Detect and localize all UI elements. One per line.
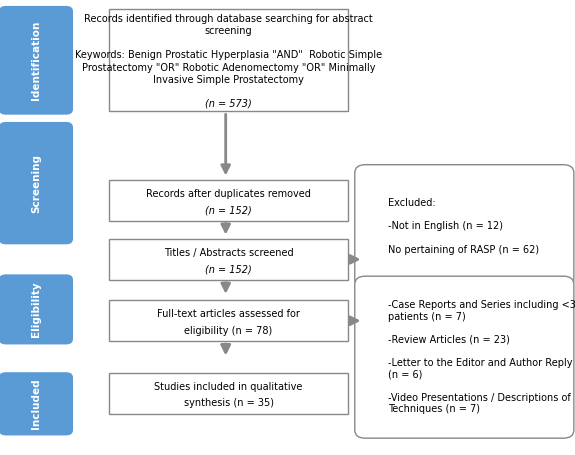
Text: screening: screening — [205, 26, 252, 36]
Text: Excluded:

-Not in English (n = 12)

No pertaining of RASP (n = 62): Excluded: -Not in English (n = 12) No pe… — [388, 198, 539, 254]
FancyBboxPatch shape — [355, 276, 574, 438]
Text: Included: Included — [31, 379, 41, 429]
Text: (n = 573): (n = 573) — [205, 99, 252, 109]
FancyBboxPatch shape — [109, 180, 348, 221]
Text: Screening: Screening — [31, 154, 41, 212]
Text: Identification: Identification — [31, 20, 41, 100]
Text: Records after duplicates removed: Records after duplicates removed — [146, 189, 311, 199]
FancyBboxPatch shape — [0, 372, 73, 435]
FancyBboxPatch shape — [355, 165, 574, 288]
Text: synthesis (n = 35): synthesis (n = 35) — [183, 399, 274, 409]
Text: Studies included in qualitative: Studies included in qualitative — [154, 382, 303, 392]
FancyBboxPatch shape — [0, 6, 73, 115]
Text: (n = 152): (n = 152) — [205, 205, 252, 215]
Text: (n = 152): (n = 152) — [205, 264, 252, 274]
FancyBboxPatch shape — [109, 9, 348, 111]
FancyBboxPatch shape — [109, 239, 348, 280]
Text: Records identified through database searching for abstract: Records identified through database sear… — [84, 15, 373, 24]
Text: Eligibility: Eligibility — [31, 282, 41, 337]
Text: Prostatectomy "OR" Robotic Adenomectomy "OR" Minimally: Prostatectomy "OR" Robotic Adenomectomy … — [82, 62, 375, 72]
Text: Keywords: Benign Prostatic Hyperplasia "AND"  Robotic Simple: Keywords: Benign Prostatic Hyperplasia "… — [75, 51, 382, 61]
FancyBboxPatch shape — [109, 300, 348, 341]
FancyBboxPatch shape — [109, 373, 348, 414]
Text: -Case Reports and Series including <3
patients (n = 7)

-Review Articles (n = 23: -Case Reports and Series including <3 pa… — [388, 300, 575, 415]
Text: Titles / Abstracts screened: Titles / Abstracts screened — [164, 248, 293, 258]
Text: eligibility (n = 78): eligibility (n = 78) — [185, 326, 273, 336]
FancyBboxPatch shape — [0, 274, 73, 344]
Text: Full-text articles assessed for: Full-text articles assessed for — [157, 309, 300, 319]
Text: Invasive Simple Prostatectomy: Invasive Simple Prostatectomy — [153, 75, 304, 85]
FancyBboxPatch shape — [0, 122, 73, 244]
